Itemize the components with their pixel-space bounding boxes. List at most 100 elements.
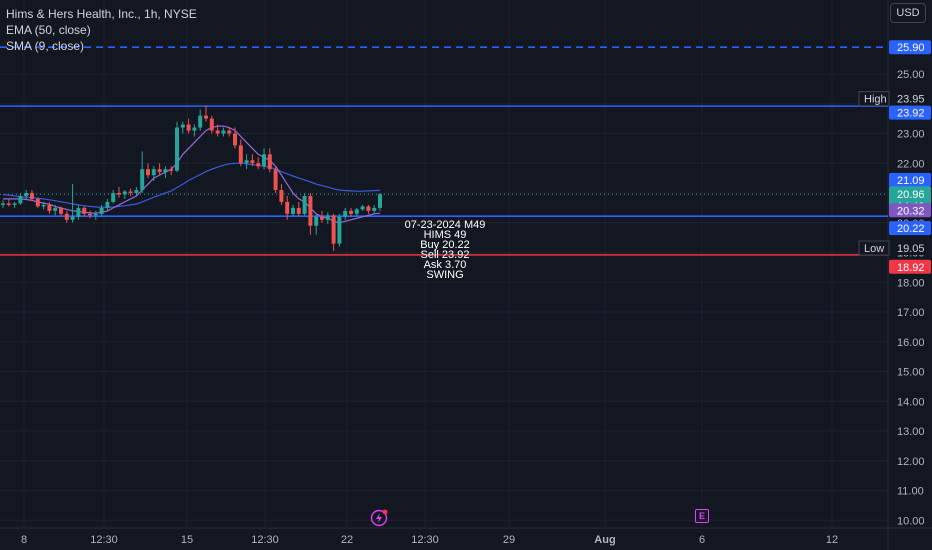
candle-body — [302, 195, 307, 214]
note-line-2: HIMS 49 — [423, 229, 467, 241]
upper-line-badge: 23.92 — [897, 108, 925, 120]
candle-body — [337, 216, 342, 244]
candle-body — [111, 193, 116, 202]
candle-body — [175, 127, 179, 171]
red-line-badge: 18.92 — [897, 262, 925, 274]
candle-body — [12, 203, 17, 205]
candle-body — [122, 191, 127, 195]
symbol-title[interactable]: Hims & Hers Health, Inc., 1h, NYSE — [6, 7, 197, 21]
candle-body — [267, 154, 272, 170]
candle-body — [140, 169, 145, 191]
ema-legend[interactable]: EMA (50, close) — [6, 23, 91, 37]
note-line-4: Sell 23.92 — [420, 249, 470, 261]
candle-body — [291, 207, 295, 214]
ema-badge: 21.09 — [897, 175, 925, 187]
candle-body — [134, 190, 139, 193]
candle-body — [256, 163, 261, 167]
price-tick-label: 25.00 — [897, 69, 925, 81]
candle-body — [180, 124, 185, 128]
candle-body — [262, 154, 266, 167]
candle-body — [221, 130, 226, 134]
candle-body — [6, 203, 11, 205]
time-tick-label: 22 — [341, 534, 353, 546]
price-tick-label: 15.00 — [897, 367, 925, 379]
chart-legend: Hims & Hers Health, Inc., 1h, NYSE EMA (… — [6, 6, 197, 54]
candle-body — [35, 198, 40, 207]
candle-body — [128, 191, 133, 193]
time-tick-label: 6 — [699, 534, 705, 546]
low-value-badge-bg — [889, 241, 931, 256]
candle-body — [320, 216, 324, 220]
high-label-bg — [858, 91, 890, 107]
candle-body — [151, 169, 156, 176]
candle-body — [308, 195, 313, 226]
moving-average-lines — [2, 125, 381, 224]
candle-body — [30, 193, 34, 199]
time-tick-label: 12:30 — [251, 534, 279, 546]
time-tick-label: 8 — [21, 534, 27, 546]
candle-body — [273, 169, 278, 191]
candle-body — [238, 145, 243, 164]
candle-body — [233, 133, 237, 146]
currency-button[interactable]: USD — [890, 3, 926, 23]
candle-body — [204, 115, 208, 119]
candle-body — [349, 210, 353, 214]
candle-body — [314, 216, 319, 226]
candle-body — [163, 169, 168, 173]
price-tick-label: 13.00 — [897, 426, 925, 438]
time-axis: 8 12:30 15 12:30 22 12:30 29 Aug 6 12 — [21, 534, 838, 546]
candle-body — [59, 207, 63, 214]
note-line-1: 07-23-2024 M49 — [404, 219, 486, 231]
price-tick-label: 14.00 — [897, 396, 925, 408]
sma-badge: 20.32 — [897, 205, 925, 217]
sma-9-line — [3, 125, 381, 224]
candle-body — [105, 201, 110, 208]
note-line-3: Buy 20.22 — [420, 239, 470, 251]
candle-body — [169, 169, 174, 171]
candle-body — [157, 169, 162, 173]
candle-body — [215, 130, 220, 134]
candle-body — [64, 213, 69, 220]
candle-body — [192, 127, 197, 131]
candlestick-series — [1, 105, 382, 252]
candle-body — [244, 160, 249, 164]
candle-body — [82, 207, 87, 214]
earnings-event-icon[interactable]: E — [695, 509, 709, 523]
candle-body — [88, 213, 92, 216]
price-badges: 25.9023.9523.9221.0920.9614:4320.3220.22… — [858, 40, 931, 274]
candle-body — [250, 160, 255, 164]
high-value-badge: 23.95 — [897, 94, 925, 106]
dashed-level-badge: 25.90 — [897, 42, 925, 54]
candle-body — [24, 193, 29, 196]
time-tick-label: 29 — [503, 534, 515, 546]
candle-body — [47, 204, 52, 211]
time-tick-label: Aug — [594, 534, 615, 546]
candle-body — [366, 206, 371, 211]
candle-body — [296, 207, 301, 214]
price-tick-label: 12.00 — [897, 456, 925, 468]
price-axis: 25.0024.0023.0022.0021.0020.0019.0018.00… — [897, 69, 925, 527]
last-price-badge: 20.96 — [897, 189, 925, 201]
low-label: Low — [864, 243, 884, 255]
upper-line-badge-bg — [889, 105, 931, 120]
lightning-event-icon[interactable] — [369, 508, 389, 528]
candle-body — [41, 204, 46, 207]
price-tick-label: 11.00 — [897, 486, 924, 498]
price-tick-label: 17.00 — [897, 307, 925, 319]
ema-badge-bg — [889, 172, 931, 187]
candle-body — [53, 207, 58, 211]
candle-body — [354, 209, 359, 214]
high-value-badge-bg — [889, 91, 931, 106]
candle-body — [331, 215, 336, 244]
candle-body — [343, 210, 348, 217]
lower-line-badge: 20.22 — [897, 223, 925, 235]
candle-body — [186, 124, 191, 131]
candle-body — [360, 206, 365, 210]
candle-body — [18, 195, 23, 204]
low-label-bg — [858, 240, 890, 256]
time-tick-label: 12:30 — [411, 534, 439, 546]
sma-legend[interactable]: SMA (9, close) — [6, 39, 85, 53]
candle-body — [93, 213, 98, 216]
candle-body — [146, 169, 150, 176]
